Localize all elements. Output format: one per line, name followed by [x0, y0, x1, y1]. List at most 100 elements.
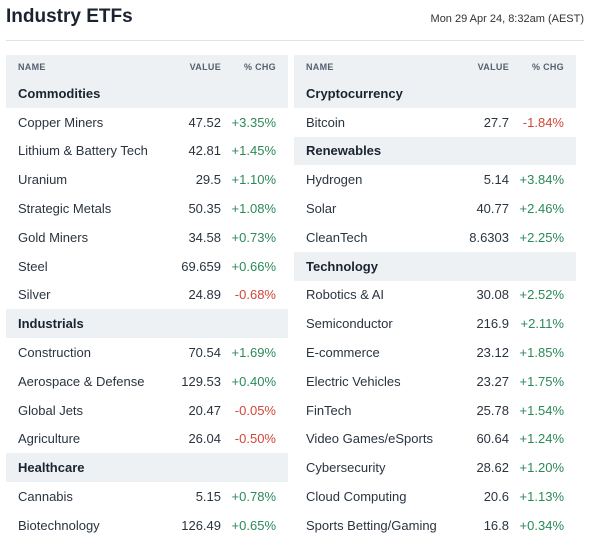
- table-row[interactable]: Gold Miners 34.58 +0.73%: [6, 223, 288, 252]
- etf-name[interactable]: Semiconductor: [306, 316, 393, 332]
- etf-value: 26.04: [188, 431, 221, 447]
- table-row[interactable]: FinTech 25.78 +1.54%: [294, 396, 576, 425]
- timestamp: Mon 29 Apr 24, 8:32am (AEST): [430, 13, 584, 25]
- etf-name[interactable]: Solar: [306, 201, 337, 217]
- etf-name[interactable]: Global Jets: [18, 402, 84, 418]
- etf-value: 47.52: [188, 114, 221, 130]
- column-header-value[interactable]: VALUE: [477, 62, 509, 72]
- table-row[interactable]: Bitcoin 27.7 -1.84%: [294, 108, 576, 137]
- etf-change: +2.25%: [519, 229, 564, 245]
- etf-change: -0.68%: [234, 287, 276, 303]
- etf-value: 30.08: [476, 287, 509, 303]
- column-header-change[interactable]: % CHG: [243, 62, 276, 72]
- etf-value: 50.35: [188, 201, 221, 217]
- etf-value: 60.64: [476, 431, 509, 447]
- etf-name[interactable]: Electric Vehicles: [306, 373, 401, 389]
- etf-name[interactable]: Cloud Computing: [306, 489, 407, 505]
- table-header: NAME VALUE % CHG: [294, 55, 576, 79]
- etf-change: +1.45%: [231, 143, 276, 159]
- etf-value: 8.6303: [469, 229, 509, 245]
- column-header-name[interactable]: NAME: [306, 62, 334, 72]
- table-row[interactable]: Uranium 29.5 +1.10%: [6, 165, 288, 194]
- etf-change: -1.84%: [522, 114, 564, 130]
- etf-value: 216.9: [476, 316, 509, 332]
- table-row[interactable]: Cannabis 5.15 +0.78%: [6, 482, 288, 511]
- header-divider: [6, 40, 584, 41]
- etf-value: 27.7: [483, 114, 509, 130]
- section-header: Industrials: [6, 309, 288, 339]
- section-header: Healthcare: [6, 453, 288, 483]
- table-row[interactable]: Video Games/eSports 60.64 +1.24%: [294, 425, 576, 454]
- etf-name[interactable]: Video Games/eSports: [306, 431, 433, 447]
- etf-name[interactable]: Lithium & Battery Tech: [18, 143, 148, 159]
- table-row[interactable]: Electric Vehicles 23.27 +1.75%: [294, 367, 576, 396]
- table-row[interactable]: Copper Miners 47.52 +3.35%: [6, 108, 288, 137]
- section-header: Cryptocurrency: [294, 79, 576, 108]
- etf-name[interactable]: Aerospace & Defense: [18, 373, 145, 389]
- table-row[interactable]: Steel 69.659 +0.66%: [6, 252, 288, 281]
- etf-name[interactable]: Agriculture: [18, 431, 81, 447]
- table-row[interactable]: Agriculture 26.04 -0.50%: [6, 425, 288, 454]
- table-body: Commodities Copper Miners 47.52 +3.35% Lithi…: [6, 79, 288, 540]
- etf-name[interactable]: Cybersecurity: [306, 460, 386, 476]
- etf-change: +0.40%: [231, 373, 276, 389]
- table-row[interactable]: Cybersecurity 28.62 +1.20%: [294, 453, 576, 482]
- etf-name[interactable]: Cannabis: [18, 489, 73, 505]
- etf-name[interactable]: Gold Miners: [18, 229, 89, 245]
- table-row[interactable]: Biotechnology 126.49 +0.65%: [6, 511, 288, 540]
- etf-name[interactable]: FinTech: [306, 402, 352, 418]
- table-row[interactable]: Hydrogen 5.14 +3.84%: [294, 165, 576, 194]
- column-header-name[interactable]: NAME: [18, 62, 46, 72]
- column-header-change[interactable]: % CHG: [531, 62, 564, 72]
- etf-name[interactable]: Uranium: [18, 172, 68, 188]
- etf-value: 5.15: [195, 489, 221, 505]
- table-row[interactable]: E-commerce 23.12 +1.85%: [294, 338, 576, 367]
- etf-name[interactable]: Strategic Metals: [18, 201, 112, 217]
- etf-change: +3.84%: [519, 172, 564, 188]
- etf-name[interactable]: Copper Miners: [18, 114, 104, 130]
- table-row[interactable]: Lithium & Battery Tech 42.81 +1.45%: [6, 137, 288, 166]
- etf-value: 28.62: [476, 460, 509, 476]
- table-row[interactable]: Solar 40.77 +2.46%: [294, 194, 576, 223]
- etf-name[interactable]: E-commerce: [306, 345, 380, 361]
- etf-change: +1.69%: [231, 345, 276, 361]
- table-row[interactable]: Cloud Computing 20.6 +1.13%: [294, 482, 576, 511]
- etf-change: +2.52%: [519, 287, 564, 303]
- etf-name[interactable]: Robotics & AI: [306, 287, 385, 303]
- etf-name[interactable]: CleanTech: [306, 229, 368, 245]
- etf-name[interactable]: Sports Betting/Gaming: [306, 517, 437, 533]
- etf-name[interactable]: Construction: [18, 345, 91, 361]
- section-header: Technology: [294, 251, 576, 281]
- etf-table-left: NAME VALUE % CHG Commodities Copper Miner…: [6, 55, 288, 540]
- etf-name[interactable]: Bitcoin: [306, 114, 346, 130]
- etf-change: +0.73%: [231, 229, 276, 245]
- table-row[interactable]: Construction 70.54 +1.69%: [6, 338, 288, 367]
- table-row[interactable]: Sports Betting/Gaming 16.8 +0.34%: [294, 511, 576, 540]
- table-row[interactable]: Silver 24.89 -0.68%: [6, 281, 288, 310]
- etf-change: +1.08%: [231, 201, 276, 217]
- table-row[interactable]: Robotics & AI 30.08 +2.52%: [294, 281, 576, 310]
- column-header-value[interactable]: VALUE: [189, 62, 221, 72]
- table-header: NAME VALUE % CHG: [6, 55, 288, 79]
- section-header: Renewables: [294, 136, 576, 166]
- table-row[interactable]: Global Jets 20.47 -0.05%: [6, 396, 288, 425]
- etf-value: 126.49: [181, 517, 221, 533]
- table-row[interactable]: Aerospace & Defense 129.53 +0.40%: [6, 367, 288, 396]
- table-row[interactable]: Strategic Metals 50.35 +1.08%: [6, 194, 288, 223]
- page-header: Industry ETFs Mon 29 Apr 24, 8:32am (AES…: [6, 0, 584, 40]
- etf-value: 29.5: [195, 172, 221, 188]
- etf-value: 5.14: [483, 172, 509, 188]
- section-header: Commodities: [6, 79, 288, 108]
- table-row[interactable]: Semiconductor 216.9 +2.11%: [294, 309, 576, 338]
- etf-change: -0.50%: [234, 431, 276, 447]
- etf-value: 34.58: [188, 229, 221, 245]
- etf-table-right: NAME VALUE % CHG Cryptocurrency Bitcoin 27…: [294, 55, 576, 540]
- etf-change: +1.13%: [519, 489, 564, 505]
- table-row[interactable]: CleanTech 8.6303 +2.25%: [294, 223, 576, 252]
- etf-name[interactable]: Silver: [18, 287, 51, 303]
- etf-value: 16.8: [483, 517, 509, 533]
- etf-name[interactable]: Biotechnology: [18, 517, 100, 533]
- etf-name[interactable]: Steel: [18, 258, 48, 274]
- etf-name[interactable]: Hydrogen: [306, 172, 363, 188]
- etf-value: 20.47: [188, 402, 221, 418]
